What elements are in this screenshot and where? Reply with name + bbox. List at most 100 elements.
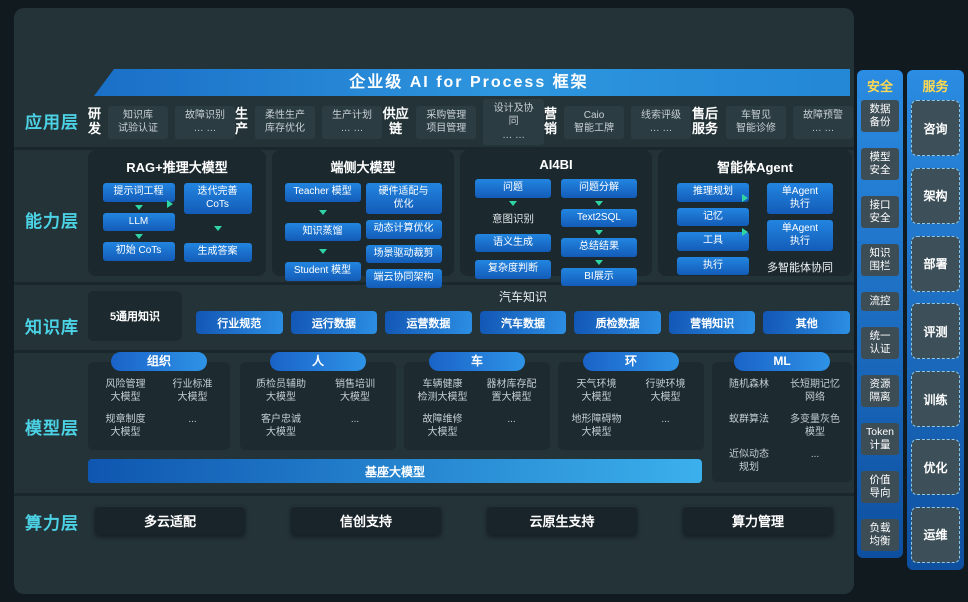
app-group-marketing: 营销 Caio 智能工牌 线索评级 … …: [544, 105, 692, 139]
app-chip: 车智见 智能诊修: [726, 105, 787, 139]
service-item: 优化: [911, 439, 960, 496]
model-item: 长短期记忆 网络: [790, 379, 840, 403]
app-group-supplychain: 供应链 采购管理 项目管理 设计及协同 … …: [382, 98, 545, 146]
model-item: ...: [507, 414, 516, 425]
model-group-header: 人: [270, 352, 366, 371]
knowledge-pill: 质检数据: [574, 311, 661, 334]
model-item: 蚁群算法: [729, 414, 769, 425]
knowledge-pill: 营销知识: [668, 311, 756, 334]
domain-knowledge-section: 汽车知识 行业规范 运行数据 运营数据 汽车数据 质检数据 营销知识 其他: [196, 288, 851, 334]
flow-step: 推理规划: [677, 183, 749, 202]
knowledge-pill: 其他: [763, 311, 851, 334]
flow-step: 工具: [677, 232, 749, 251]
flow-step: 动态计算优化: [365, 220, 442, 239]
knowledge-pill: 运行数据: [290, 311, 378, 334]
model-item: 行业标准 大模型: [172, 379, 213, 403]
layer-divider: [14, 350, 854, 353]
cap-box-title: 端侧大模型: [330, 160, 396, 175]
app-chip: 故障识别 … …: [175, 105, 236, 139]
app-category-label: 生产: [235, 106, 249, 136]
security-item: 流控: [861, 291, 899, 312]
model-item: 销售培训 大模型: [335, 379, 375, 403]
domain-knowledge-title: 汽车知识: [498, 290, 547, 304]
model-group-people: 人 质检员辅助 大模型 销售培训 大模型 客户忠诚 大模型 ...: [240, 352, 396, 450]
model-item: 近似动态 规划: [729, 449, 769, 473]
app-chip: 生产计划 … …: [322, 105, 383, 139]
flow-label: 意图识别: [492, 212, 534, 225]
security-item: Token 计量: [861, 422, 899, 456]
app-category-label: 研发: [88, 106, 102, 136]
knowledge-pill: 运营数据: [385, 311, 472, 334]
model-item: 客户忠诚 大模型: [261, 414, 301, 438]
flow-step: 生成答案: [183, 243, 252, 262]
model-group-header: 组织: [111, 352, 207, 371]
compute-item: 算力管理: [683, 506, 833, 535]
flow-step: 端云协同架构: [365, 269, 442, 288]
security-item: 资源 隔离: [861, 374, 899, 408]
cap-box-ai4bi: AI4BI 问题 意图识别 语义生成 复杂度判断 问题分解 Text2SQL 总…: [460, 150, 652, 286]
service-item: 训练: [911, 371, 960, 428]
layer-label-knowledge: 知识库: [25, 318, 79, 337]
security-sidebar-title: 安全: [866, 79, 893, 94]
flow-step: 执行: [677, 256, 749, 275]
flow-step: 问题: [475, 179, 551, 198]
flow-step: 迭代完善 CoTs: [183, 183, 252, 214]
flow-step: 记忆: [677, 207, 749, 226]
flow-step: Student 模型: [284, 262, 361, 281]
flow-step: 总结结果: [561, 238, 637, 257]
flow-step: 提示词工程: [102, 183, 175, 202]
layer-label-compute: 算力层: [25, 514, 79, 533]
model-group-header: 环: [583, 352, 679, 371]
foundation-model-bar: 基座大模型: [88, 459, 702, 483]
flow-step: 硬件适配与 优化: [365, 183, 442, 214]
arrow-down-icon: [318, 209, 327, 215]
arrow-right-icon: [742, 228, 748, 236]
app-category-label: 供应链: [382, 106, 409, 136]
arrow-right-icon: [167, 200, 173, 208]
arrow-down-icon: [595, 200, 603, 206]
compute-item: 云原生支持: [487, 506, 637, 535]
cap-box-title: 智能体Agent: [717, 160, 793, 175]
services-sidebar-title: 服务: [922, 79, 949, 94]
arrow-down-icon: [134, 204, 143, 210]
service-item: 架构: [911, 167, 960, 224]
app-chip: Caio 智能工牌: [564, 105, 625, 139]
service-item: 运维: [911, 506, 960, 563]
app-chip: 线索评级 … …: [631, 105, 692, 139]
arrow-down-icon: [595, 230, 603, 235]
general-knowledge-box: 5通用知识: [88, 291, 182, 341]
model-item: 故障维修 大模型: [422, 414, 463, 438]
layer-label-application: 应用层: [25, 113, 79, 132]
compute-item: 信创支持: [291, 506, 441, 535]
flow-step: 初始 CoTs: [102, 242, 175, 261]
model-item: ...: [661, 414, 670, 425]
arrow-down-icon: [213, 226, 222, 231]
flow-step: 语义生成: [475, 233, 551, 252]
framework-title-banner: 企业级 AI for Process 框架: [94, 69, 850, 96]
application-layer-row: 研发 知识库 试验认证 故障识别 … … 生产 柔性生产 库存优化 生产计划 ……: [88, 98, 854, 146]
model-item: 器材库存配 置大模型: [486, 379, 537, 403]
security-item: 价值 导向: [861, 470, 899, 503]
flow-step: Teacher 模型: [284, 183, 361, 202]
cap-box-title: RAG+推理大模型: [126, 160, 228, 175]
knowledge-pill: 行业规范: [196, 311, 283, 334]
app-chip: 故障预警 … …: [793, 105, 854, 139]
flow-step: BI展示: [561, 267, 637, 286]
flow-step: 问题分解: [561, 179, 637, 198]
services-sidebar: 服务 咨询 架构 部署 评测 训练 优化 运维: [907, 70, 964, 570]
layer-divider: [14, 493, 854, 496]
app-chip: 采购管理 项目管理: [416, 105, 477, 139]
app-chip: 知识库 试验认证: [108, 105, 169, 139]
knowledge-pill: 汽车数据: [479, 311, 567, 334]
cap-box-rag: RAG+推理大模型 提示词工程 LLM 初始 CoTs 迭代完善 CoTs 生成…: [88, 150, 266, 276]
multi-agent-note: 多智能体协同: [767, 262, 833, 274]
flow-step: 场景驱动裁剪: [365, 244, 442, 263]
app-group-production: 生产 柔性生产 库存优化 生产计划 … …: [235, 105, 383, 139]
layer-label-capability: 能力层: [25, 212, 79, 231]
app-category-label: 营销: [544, 106, 558, 136]
model-group-environment: 环 天气环境 大模型 行驶环境 大模型 地形障碍物 大模型 ...: [558, 352, 704, 450]
cap-box-title: AI4BI: [539, 157, 573, 172]
model-item: 随机森林: [729, 379, 769, 390]
security-item: 负载 均衡: [861, 518, 899, 551]
flow-step: LLM: [102, 212, 175, 231]
